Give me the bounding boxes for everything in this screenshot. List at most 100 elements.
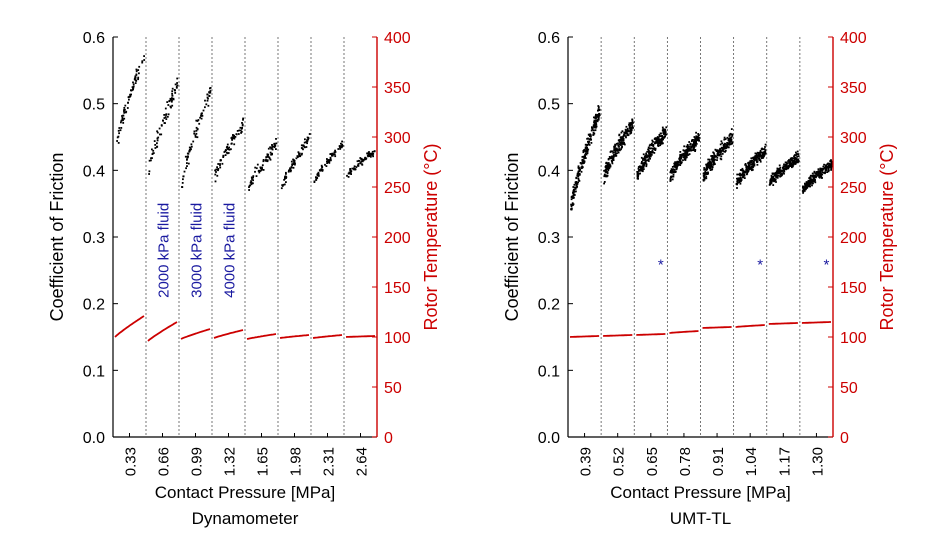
y2-tick-label: 50 bbox=[840, 380, 858, 397]
friction-point bbox=[644, 158, 647, 161]
friction-point bbox=[159, 133, 161, 136]
friction-point bbox=[754, 155, 757, 158]
friction-point bbox=[637, 177, 639, 180]
friction-point bbox=[630, 129, 633, 132]
friction-point bbox=[721, 142, 724, 145]
friction-point bbox=[618, 140, 621, 143]
friction-point bbox=[640, 167, 642, 170]
friction-point bbox=[606, 174, 609, 177]
temperature-series-segment-2 bbox=[147, 321, 178, 342]
friction-point bbox=[371, 153, 374, 156]
friction-point bbox=[625, 136, 627, 139]
friction-point bbox=[208, 91, 210, 93]
friction-point bbox=[744, 164, 747, 166]
friction-point bbox=[644, 159, 646, 162]
friction-point bbox=[167, 113, 170, 116]
friction-point bbox=[306, 139, 308, 141]
friction-point bbox=[163, 114, 166, 116]
friction-point bbox=[744, 171, 747, 173]
friction-point bbox=[266, 160, 269, 163]
friction-point bbox=[169, 105, 172, 108]
friction-point bbox=[227, 148, 230, 151]
friction-point bbox=[175, 86, 178, 89]
friction-point bbox=[828, 169, 830, 172]
friction-point bbox=[809, 174, 812, 177]
friction-point bbox=[220, 159, 222, 162]
friction-point bbox=[706, 173, 709, 175]
friction-point bbox=[586, 147, 588, 150]
friction-point bbox=[287, 170, 290, 173]
friction-point bbox=[747, 162, 750, 165]
friction-point bbox=[742, 170, 745, 173]
friction-point bbox=[713, 152, 715, 155]
friction-point bbox=[770, 181, 773, 184]
friction-point bbox=[616, 149, 619, 152]
friction-point bbox=[721, 153, 724, 155]
friction-point bbox=[651, 151, 654, 154]
friction-point bbox=[742, 174, 745, 177]
friction-point bbox=[255, 175, 258, 177]
friction-point bbox=[756, 155, 759, 157]
friction-point bbox=[723, 144, 726, 147]
friction-point bbox=[830, 167, 833, 169]
friction-point bbox=[171, 87, 174, 90]
friction-point bbox=[680, 153, 683, 156]
friction-point bbox=[261, 168, 263, 170]
friction-point bbox=[578, 180, 581, 182]
friction-point bbox=[271, 153, 273, 156]
friction-point bbox=[334, 155, 337, 158]
friction-point bbox=[670, 169, 673, 172]
friction-point bbox=[606, 163, 609, 166]
x-tick-label: 0.52 bbox=[611, 447, 628, 476]
friction-point bbox=[719, 148, 721, 151]
friction-point bbox=[671, 166, 674, 168]
friction-point bbox=[685, 149, 688, 151]
friction-point bbox=[160, 124, 163, 126]
friction-point bbox=[755, 160, 758, 163]
friction-point bbox=[181, 186, 184, 188]
friction-point bbox=[585, 146, 588, 148]
friction-point bbox=[742, 176, 745, 178]
friction-point bbox=[350, 170, 352, 173]
friction-point bbox=[709, 169, 712, 171]
friction-point bbox=[613, 149, 616, 152]
friction-point bbox=[305, 141, 308, 143]
friction-point bbox=[680, 162, 683, 165]
friction-point bbox=[588, 144, 591, 146]
friction-point bbox=[755, 152, 758, 155]
friction-point bbox=[625, 132, 628, 135]
temperature-series-segment-7 bbox=[312, 334, 343, 339]
friction-point bbox=[754, 158, 757, 161]
friction-point bbox=[595, 114, 598, 117]
friction-point bbox=[196, 128, 199, 131]
friction-point bbox=[271, 144, 273, 146]
friction-point bbox=[795, 153, 798, 155]
friction-point bbox=[739, 172, 741, 175]
friction-point bbox=[764, 152, 767, 155]
friction-point bbox=[647, 154, 650, 157]
friction-point bbox=[195, 126, 198, 129]
friction-point bbox=[290, 160, 293, 163]
friction-point bbox=[630, 132, 632, 134]
friction-point bbox=[620, 144, 622, 146]
friction-point bbox=[292, 166, 295, 169]
friction-point bbox=[208, 95, 211, 97]
friction-point bbox=[361, 163, 364, 166]
friction-point bbox=[687, 154, 690, 156]
friction-point bbox=[194, 134, 197, 137]
friction-point bbox=[657, 142, 659, 145]
friction-point bbox=[370, 154, 372, 157]
friction-point bbox=[597, 118, 600, 121]
friction-point bbox=[143, 55, 145, 57]
friction-point bbox=[572, 197, 574, 199]
friction-point bbox=[779, 175, 782, 178]
friction-point bbox=[808, 177, 811, 179]
friction-point bbox=[206, 96, 209, 99]
friction-point bbox=[682, 159, 684, 162]
y-tick-label: 0.0 bbox=[538, 430, 560, 447]
friction-point bbox=[195, 132, 198, 135]
friction-point bbox=[627, 134, 630, 136]
y-axis-label: Coefficient of Friction bbox=[47, 153, 67, 322]
friction-point bbox=[657, 137, 660, 140]
friction-point bbox=[587, 141, 590, 143]
